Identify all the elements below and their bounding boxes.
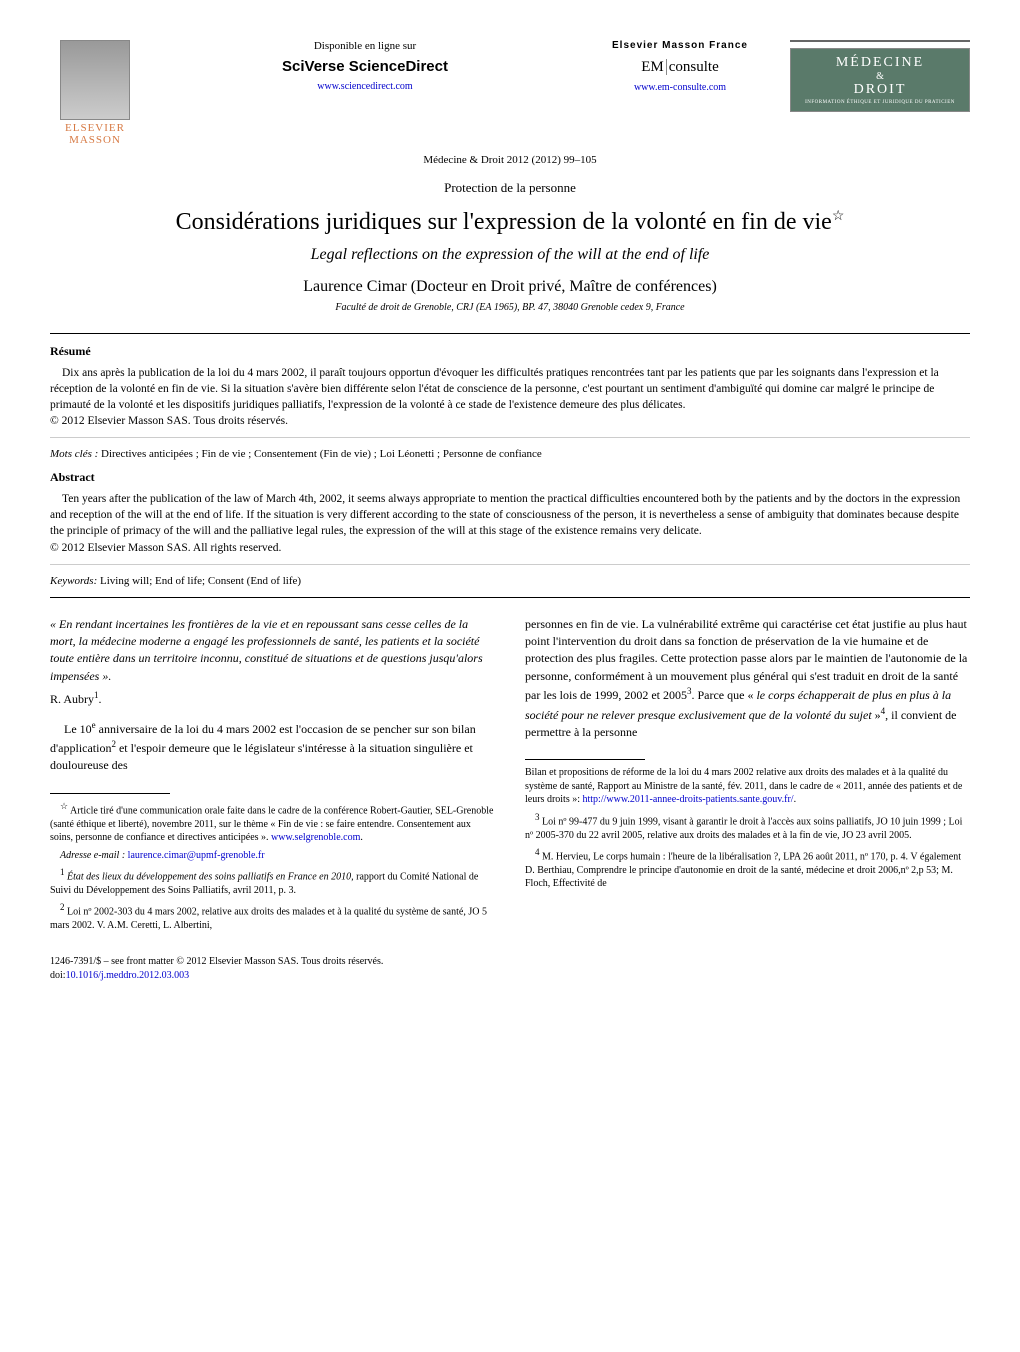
fn-star-icon: ☆	[60, 801, 68, 811]
epigraph-sup: 1	[94, 690, 99, 700]
epigraph: « En rendant incertaines les frontières …	[50, 616, 495, 686]
abstract-body: Ten years after the publication of the l…	[50, 491, 970, 539]
doi-label: doi:	[50, 970, 66, 981]
em-consulte-label: EM consulte	[590, 59, 770, 76]
fn-star-link[interactable]: www.selgrenoble.com	[271, 832, 360, 843]
column-left: « En rendant incertaines les frontières …	[50, 616, 495, 937]
sciverse-url[interactable]: www.sciencedirect.com	[317, 81, 412, 92]
publisher-name: ELSEVIER MASSON	[50, 122, 140, 146]
fn2-cont-link[interactable]: http://www.2011-annee-droits-patients.sa…	[583, 794, 794, 805]
footnote-3: 3 Loi nº 99-477 du 9 juin 1999, visant à…	[525, 811, 970, 842]
keywords-value: Living will; End of life; Consent (End o…	[100, 575, 301, 587]
rule-top	[50, 333, 970, 334]
epigraph-author: R. Aubry1.	[50, 689, 495, 708]
article-title-fr: Considérations juridiques sur l'expressi…	[50, 208, 970, 236]
fn1-num: 1	[60, 867, 65, 877]
mots-cles-value: Directives anticipées ; Fin de vie ; Con…	[101, 448, 542, 460]
footer-copyright: 1246-7391/$ – see front matter © 2012 El…	[50, 955, 970, 969]
body-para-1: Le 10e anniversaire de la loi du 4 mars …	[50, 719, 495, 775]
col2-b: . Parce que «	[691, 688, 756, 702]
fn3-num: 3	[535, 812, 540, 822]
footnote-email: Adresse e-mail : laurence.cimar@upmf-gre…	[50, 849, 495, 863]
journal-badge: MÉDECINE & DROIT INFORMATION ÉTHIQUE ET …	[790, 40, 970, 112]
mots-cles-label: Mots clés :	[50, 448, 98, 460]
publisher-logo-block: ELSEVIER MASSON	[50, 40, 140, 146]
body-columns: « En rendant incertaines les frontières …	[50, 616, 970, 937]
doi-link[interactable]: 10.1016/j.meddro.2012.03.003	[66, 970, 190, 981]
col2-c: »	[872, 708, 881, 722]
footnote-separator-right	[525, 759, 645, 760]
journal-badge-amp: &	[795, 71, 965, 82]
fn1-title: État des lieux du développement des soin…	[67, 871, 354, 882]
citation-line: Médecine & Droit 2012 (2012) 99–105	[50, 154, 970, 166]
resume-copyright: © 2012 Elsevier Masson SAS. Tous droits …	[50, 415, 970, 427]
footer-doi-line: doi:10.1016/j.meddro.2012.03.003	[50, 969, 970, 983]
abstract-copyright: © 2012 Elsevier Masson SAS. All rights r…	[50, 542, 970, 554]
mots-cles-row: Mots clés : Directives anticipées ; Fin …	[50, 448, 970, 460]
journal-badge-inner: MÉDECINE & DROIT INFORMATION ÉTHIQUE ET …	[790, 48, 970, 112]
affiliation: Faculté de droit de Grenoble, CRJ (EA 19…	[50, 302, 970, 313]
fn4-num: 4	[535, 847, 540, 857]
p1-a: Le 10	[64, 722, 92, 736]
column-right: personnes en fin de vie. La vulnérabilit…	[525, 616, 970, 937]
fn2-text: Loi nº 2002-303 du 4 mars 2002, relative…	[50, 907, 487, 932]
journal-header: ELSEVIER MASSON Disponible en ligne sur …	[50, 40, 970, 146]
footnote-2: 2 Loi nº 2002-303 du 4 mars 2002, relati…	[50, 901, 495, 932]
elsevier-france-label: Elsevier Masson France	[590, 40, 770, 51]
abstract-heading: Abstract	[50, 470, 970, 485]
body-para-col2: personnes en fin de vie. La vulnérabilit…	[525, 616, 970, 742]
author-line: Laurence Cimar (Docteur en Droit privé, …	[50, 278, 970, 296]
keywords-label: Keywords:	[50, 575, 97, 587]
online-label: Disponible en ligne sur	[160, 40, 570, 52]
epigraph-author-name: R. Aubry	[50, 692, 94, 706]
title-text: Considérations juridiques sur l'expressi…	[176, 209, 832, 235]
footnote-separator-left	[50, 793, 170, 794]
elsevier-tree-icon	[60, 40, 130, 120]
rule-resume	[50, 437, 970, 438]
rule-bottom	[50, 597, 970, 598]
em-consulte-url[interactable]: www.em-consulte.com	[634, 82, 726, 93]
title-star-icon: ☆	[832, 209, 845, 224]
fn3-text: Loi nº 99-477 du 9 juin 1999, visant à g…	[525, 816, 962, 841]
email-label: Adresse e-mail :	[60, 850, 128, 861]
footnote-star: ☆ Article tiré d'une communication orale…	[50, 800, 495, 845]
footnote-4: 4 M. Hervieu, Le corps humain : l'heure …	[525, 846, 970, 891]
footer-meta: 1246-7391/$ – see front matter © 2012 El…	[50, 955, 970, 983]
resume-heading: Résumé	[50, 344, 970, 359]
resume-body: Dix ans après la publication de la loi d…	[50, 365, 970, 413]
footnote-1: 1 État des lieux du développement des so…	[50, 866, 495, 897]
elsevier-france-block: Elsevier Masson France EM consulte www.em…	[590, 40, 770, 94]
rule-abstract	[50, 564, 970, 565]
fn2-num: 2	[60, 902, 65, 912]
em-divider	[666, 59, 667, 75]
article-title-en: Legal reflections on the expression of t…	[50, 246, 970, 264]
journal-badge-line1: MÉDECINE	[795, 55, 965, 71]
keywords-row: Keywords: Living will; End of life; Cons…	[50, 575, 970, 587]
em-prefix: EM	[641, 59, 664, 75]
center-header: Disponible en ligne sur SciVerse Science…	[160, 40, 570, 93]
section-label: Protection de la personne	[50, 180, 970, 196]
sciverse-label: SciVerse ScienceDirect	[160, 58, 570, 75]
fn4-text: M. Hervieu, Le corps humain : l'heure de…	[525, 851, 961, 889]
author-email[interactable]: laurence.cimar@upmf-grenoble.fr	[128, 850, 265, 861]
em-suffix: consulte	[669, 59, 719, 75]
footnote-2-cont: Bilan et propositions de réforme de la l…	[525, 766, 970, 807]
journal-badge-sub: INFORMATION ÉTHIQUE ET JURIDIQUE DU PRAT…	[795, 100, 965, 105]
journal-badge-line2: DROIT	[795, 82, 965, 98]
